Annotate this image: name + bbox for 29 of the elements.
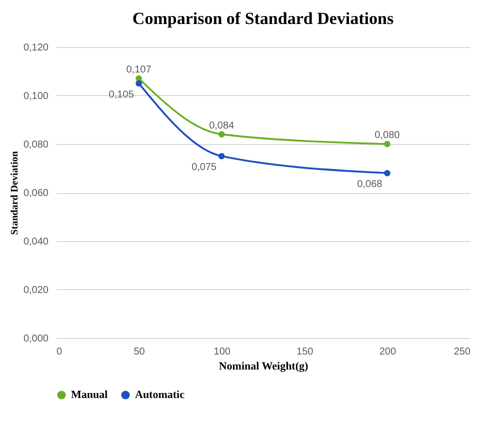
x-axis-title: Nominal Weight(g)	[218, 360, 308, 372]
data-label: 0,084	[209, 120, 235, 132]
x-tick-label: 150	[296, 346, 314, 358]
x-tick-label: 100	[214, 346, 231, 358]
y-tick-label: 0,000	[23, 334, 49, 344]
x-tick-label: 0	[56, 346, 62, 358]
chart-title: Comparison of Standard Deviations	[132, 9, 394, 28]
point	[218, 152, 225, 160]
data-label: 0,105	[108, 89, 134, 100]
y-tick-label: 0,020	[23, 285, 49, 296]
point	[384, 140, 390, 148]
legend-label: Manual	[71, 388, 108, 401]
data-label: 0,068	[357, 179, 383, 190]
data-label: 0,080	[374, 130, 400, 141]
y-tick-label: 0,120	[23, 42, 49, 54]
y-tick-label: 0,100	[23, 91, 49, 102]
x-tick-label: 250	[454, 346, 471, 358]
data-label: 0,075	[192, 162, 218, 174]
point	[218, 131, 225, 138]
data-label: 0,107	[126, 64, 152, 76]
y-axis-title: Standard Deviation	[9, 150, 20, 235]
y-tick-label: 0,080	[23, 140, 49, 150]
x-tick-label: 50	[134, 346, 146, 358]
y-tick-label: 0,060	[23, 188, 49, 199]
point	[136, 80, 142, 87]
legend-label: Automatic	[135, 388, 185, 401]
y-tick-label: 0,040	[23, 236, 49, 248]
x-tick-label: 200	[379, 346, 396, 358]
point	[384, 170, 390, 176]
